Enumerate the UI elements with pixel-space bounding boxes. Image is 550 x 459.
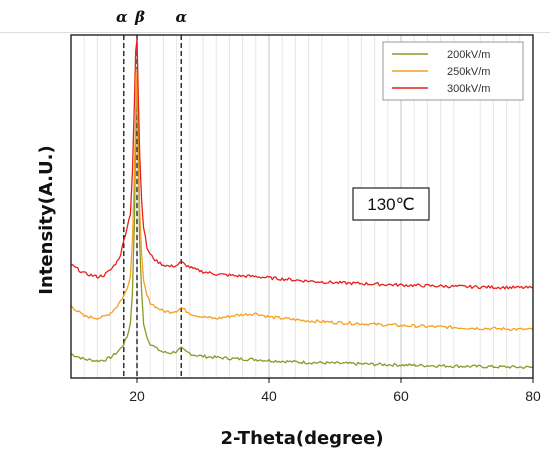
legend-label-300kV/m: 300kV/m xyxy=(447,83,490,95)
plot-frame xyxy=(70,34,534,379)
x-axis-ticks: 20 40 60 80 xyxy=(129,378,541,404)
x-axis-title: 2-Theta(degree) xyxy=(220,428,383,449)
x-tick-label-1: 40 xyxy=(261,388,277,404)
series-group xyxy=(70,38,534,370)
phase-label-0: α xyxy=(116,8,128,26)
series-line-200kV/m xyxy=(70,76,534,370)
phase-label-1: β xyxy=(134,8,145,26)
series-line-300kV/m xyxy=(70,38,534,290)
annotation-box xyxy=(352,187,430,221)
x-tick-label-2: 60 xyxy=(393,388,409,404)
legend-label-250kV/m: 250kV/m xyxy=(447,66,490,78)
phase-label-2: α xyxy=(175,8,187,26)
x-tick-label-3: 80 xyxy=(525,388,541,404)
series-line-250kV/m xyxy=(70,68,534,332)
legend: 200kV/m 250kV/m 300kV/m xyxy=(382,41,524,101)
temperature-annotation: 130℃ xyxy=(367,195,414,214)
y-axis-title: Intensity(A.U.) xyxy=(36,145,57,294)
x-tick-label-0: 20 xyxy=(129,388,145,404)
legend-label-200kV/m: 200kV/m xyxy=(447,49,490,61)
